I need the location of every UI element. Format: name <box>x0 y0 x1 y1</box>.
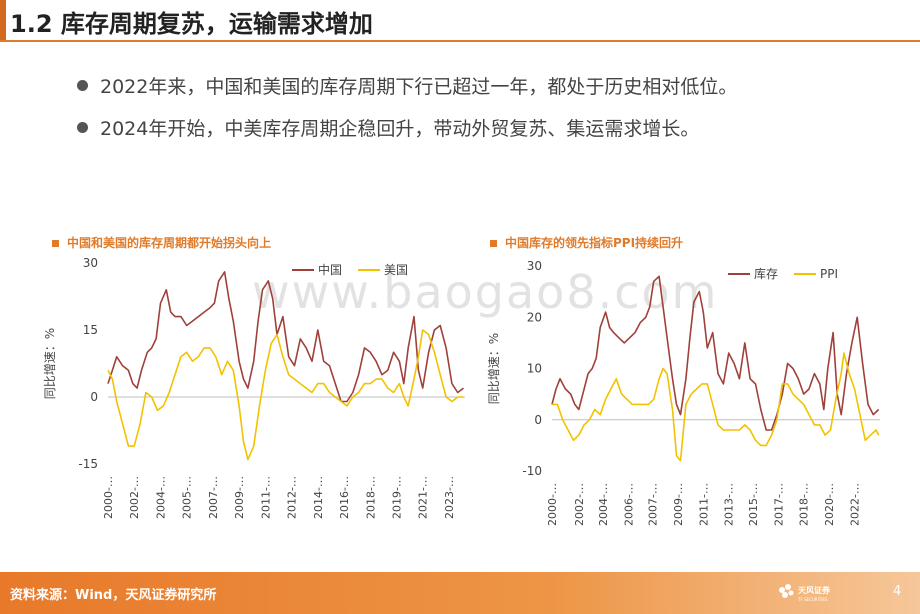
x-tick-label: 2011-… <box>697 483 710 526</box>
y-tick-label: 0 <box>90 390 98 404</box>
y-axis-label: 同比增速：% <box>487 333 501 404</box>
x-tick-label: 2005-… <box>181 476 194 519</box>
x-tick-label: 2007-… <box>207 476 220 519</box>
company-logo: 天风证券 TF SECURITIES <box>779 584 831 602</box>
title-divider <box>0 40 920 42</box>
y-tick-label: 30 <box>83 256 98 270</box>
square-bullet-icon <box>490 240 497 247</box>
chart-1-title: 中国和美国的库存周期都开始拐头向上 <box>52 234 271 251</box>
slide-title: 1.2 库存周期复苏，运输需求增加 <box>10 10 373 38</box>
legend-label-库存: 库存 <box>754 266 778 281</box>
title-accent <box>0 0 6 40</box>
bullet-text: 2022年来，中国和美国的库存周期下行已超过一年，都处于历史相对低位。 <box>100 76 738 98</box>
series-line-PPI <box>552 352 880 462</box>
x-tick-label: 2000-… <box>546 483 559 526</box>
bullet-dot-icon <box>77 80 88 91</box>
legend-label-PPI: PPI <box>820 267 838 281</box>
y-tick-label: 15 <box>83 323 98 337</box>
y-tick-label: -15 <box>78 457 98 471</box>
x-tick-label: 2009-… <box>672 483 685 526</box>
bullet-dot-icon <box>77 122 88 133</box>
title-bar: 1.2 库存周期复苏，运输需求增加 <box>0 0 920 48</box>
legend-label-中国: 中国 <box>318 262 342 277</box>
x-tick-label: 2023-… <box>443 476 456 519</box>
svg-text:TF SECURITIES: TF SECURITIES <box>797 597 828 602</box>
x-tick-label: 2020-… <box>823 483 836 526</box>
y-tick-label: 0 <box>534 413 542 427</box>
chart-2-title-text: 中国库存的领先指标PPI持续回升 <box>505 236 684 250</box>
footer-source: 资料来源：Wind，天风证券研究所 <box>10 588 217 603</box>
watermark: www.baogao8.com <box>252 265 719 319</box>
x-tick-label: 2021-… <box>417 476 430 519</box>
square-bullet-icon <box>52 240 59 247</box>
footer-bar: 资料来源：Wind，天风证券研究所 天风证券 TF SECURITIES 4 <box>0 572 920 614</box>
legend-label-美国: 美国 <box>384 263 408 277</box>
x-tick-label: 2004-… <box>597 483 610 526</box>
page-number: 4 <box>893 584 902 599</box>
x-tick-label: 2013-… <box>723 483 736 526</box>
x-tick-label: 2014-… <box>312 476 325 519</box>
series-line-中国 <box>107 271 464 403</box>
y-tick-label: 20 <box>527 310 542 324</box>
x-tick-label: 2015-… <box>747 483 760 526</box>
x-tick-label: 2018-… <box>798 483 811 526</box>
x-tick-label: 2002-… <box>128 476 141 519</box>
x-tick-label: 2016-… <box>338 476 351 519</box>
chart-1-title-text: 中国和美国的库存周期都开始拐头向上 <box>67 236 272 250</box>
series-line-库存 <box>551 275 880 431</box>
y-axis-label: 同比增速：% <box>43 328 57 399</box>
x-tick-label: 2012-… <box>286 476 299 519</box>
y-tick-label: 10 <box>527 362 542 376</box>
x-tick-label: 2002-… <box>573 483 586 526</box>
x-tick-label: 2018-… <box>364 476 377 519</box>
x-tick-label: 2009-… <box>233 476 246 519</box>
chart-2: -10 0 10 20 30 同比增速：% 2000-… 2002-… 2004-… 2006-…… <box>487 259 880 526</box>
x-tick-label: 2006-… <box>622 483 635 526</box>
x-tick-label: 2017-… <box>772 483 785 526</box>
bullet-text: 2024年开始，中美库存周期企稳回升，带动外贸复苏、集运需求增长。 <box>100 118 700 140</box>
x-tick-label: 2019-… <box>391 476 404 519</box>
x-tick-label: 2011-… <box>259 476 272 519</box>
chart-2-title: 中国库存的领先指标PPI持续回升 <box>490 234 683 251</box>
x-tick-label: 2022-… <box>849 483 862 526</box>
y-tick-label: -10 <box>522 464 542 478</box>
series-line-美国 <box>107 329 464 461</box>
svg-text:天风证券: 天风证券 <box>798 585 831 595</box>
y-tick-label: 30 <box>527 259 542 273</box>
x-tick-label: 2007-… <box>646 483 659 526</box>
x-tick-label: 2000-… <box>102 476 115 519</box>
chart-1: -15 0 15 30 同比增速：% 2000-… 2002-… 2004-… 2005-… 20… <box>43 256 465 519</box>
x-tick-label: 2004-… <box>154 476 167 519</box>
